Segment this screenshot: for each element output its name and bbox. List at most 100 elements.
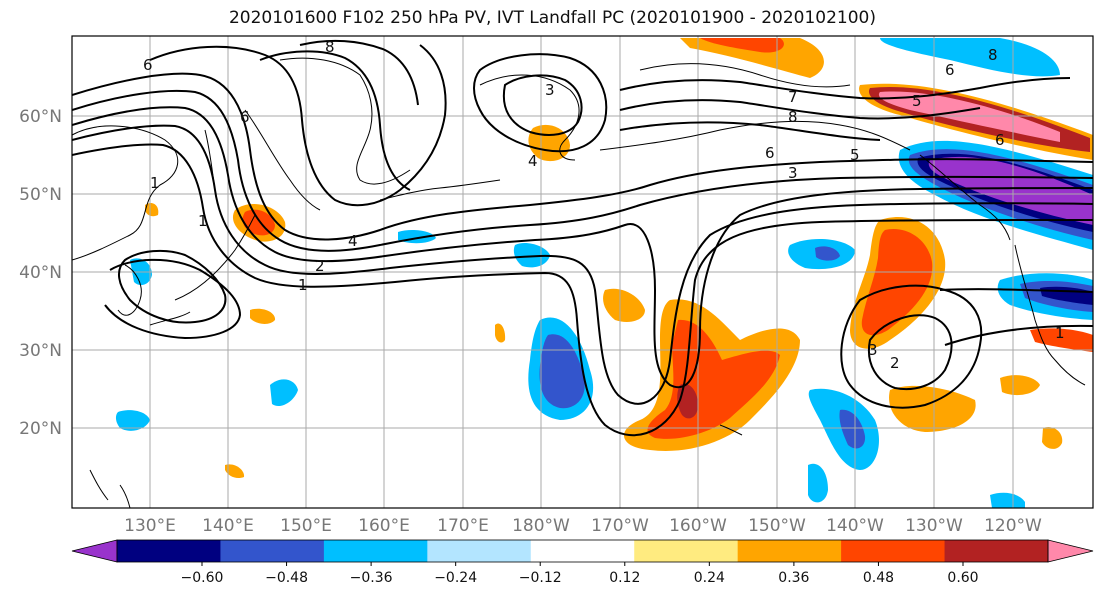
colorbar-segment [737,540,842,562]
pv-contour-label: 3 [545,81,555,99]
shade-orange-patch-2 [603,288,645,322]
colorbar-arrow-right [1047,539,1094,563]
shade-east-red [861,228,933,336]
colorbar-tick-label: −0.24 [434,570,477,586]
longitude-labels: 130°E 140°E 150°E 160°E 170°E 180°W 170°… [124,516,1042,536]
colorbar-segment [530,540,635,562]
shade-cyan-patch-9 [270,379,298,407]
pv-contour-8 [299,39,419,106]
map-title: 2020101600 F102 250 hPa PV, IVT Landfall… [228,8,876,28]
pv-contour-4 [72,124,1093,405]
colorbar-segment [634,540,739,562]
lon-label: 130°W [905,516,963,536]
coast-kamchatka [244,109,321,211]
shade-cyan-patch-5 [808,463,828,503]
colorbar-segment [841,540,946,562]
lat-label: 50°N [19,185,62,205]
colorbar-tick-label: −0.36 [350,570,393,586]
coast-hawaii [719,424,743,436]
map-frame [71,35,1094,509]
coast-us-west [1014,244,1086,386]
colorbar-tick-label: 0.24 [694,570,725,586]
pv-contour-kam-1 [149,44,447,207]
pv-contour-3 [72,106,1093,388]
pv-contour-label: 1 [150,174,160,192]
lon-label: 130°E [124,516,176,536]
lat-label: 40°N [19,263,62,283]
coast-alaska-north [639,63,851,88]
lon-label: 180°W [512,516,570,536]
pv-contour-label: 3 [788,164,798,182]
coast-chukotka [279,57,411,185]
coast-korea [117,264,142,316]
shade-orange-patch-4 [1042,426,1063,449]
lon-label: 140°E [202,516,254,536]
shade-orange-patch-5 [250,308,276,324]
pv-contour-label: 5 [912,92,922,110]
pv-contour-kam-2 [259,50,411,191]
colorbar-segment [117,540,221,562]
pv-contour-label: 4 [348,232,358,250]
pv-contour-east-4 [944,324,1093,346]
coast-alaska-west [479,74,580,161]
coast-bc [919,154,1011,241]
pv-contour-label: 3 [868,341,878,359]
lon-label: 120°W [984,516,1042,536]
colorbar-tick-label: −0.60 [181,570,224,586]
pv-contour-asia-2 [104,258,242,340]
pv-contour-label: 1 [198,212,208,230]
pv-contour-label: 6 [765,144,775,162]
pv-contour-ne-1 [619,77,1071,100]
coast-alaska-south [599,120,911,151]
pv-contour-east-3 [939,288,1093,293]
shade-top-red [700,38,784,53]
colorbar: −0.60 −0.48 −0.36 −0.24 −0.12 0.12 0.24 0.36 0.4… [71,539,1094,586]
pv-contour-ne-3 [619,121,881,141]
pv-contour-asia-loop [118,249,227,324]
colorbar-ticks: −0.60 −0.48 −0.36 −0.24 −0.12 0.12 0.24 0.36 0.4… [181,562,979,586]
pv-contour-label: 5 [850,146,860,164]
shade-cyan-patch-10 [990,492,1025,508]
coastlines [72,57,1086,508]
shade-small-orange-asia [145,203,159,217]
pv-contour-label: 8 [788,108,798,126]
colorbar-tick-label: −0.48 [265,570,308,586]
shade-orange-patch-7 [495,323,506,343]
colorbar-segment [427,540,532,562]
pv-contour-label: 6 [143,56,153,74]
pv-contour-2 [72,89,1093,252]
colorbar-frame [116,539,1049,563]
colorbar-segments [117,540,1049,562]
shade-top-cyan [880,38,1060,77]
pv-contour-label: 6 [995,131,1005,149]
shade-orange-patch-1 [889,385,976,432]
pv-contours [72,39,1093,437]
colorbar-segment [944,540,1049,562]
colorbar-segment [220,540,325,562]
shade-cyan-patch-8 [115,410,150,431]
shade-cyan-patch-4 [839,409,866,449]
coast-aleutians [379,179,501,201]
shade-pos-pink-band [878,91,1060,142]
pv-contour-label: 8 [325,38,335,56]
colorbar-tick-label: 0.12 [609,570,640,586]
pv-contour-label: 7 [788,88,798,106]
colorbar-arrow-left [71,539,118,563]
pv-contour-label: 6 [240,108,250,126]
pv-contour-1 [72,72,1093,241]
pv-contour-label: 6 [945,61,955,79]
lon-label: 140°W [826,516,884,536]
pv-contour-label: 1 [298,276,308,294]
pv-contour-east-2 [867,314,953,390]
lon-label: 150°W [748,516,806,536]
lon-label: 150°E [280,516,332,536]
shade-neg-purple [928,156,1093,225]
lat-label: 30°N [19,341,62,361]
coast-japan [149,214,256,326]
shade-top-orange [680,38,824,78]
pv-contour-label: 8 [988,46,998,64]
shade-orange-patch-6 [225,464,245,479]
pv-contour-label: 1 [1055,324,1065,342]
pv-contour-east-loop [840,284,983,409]
